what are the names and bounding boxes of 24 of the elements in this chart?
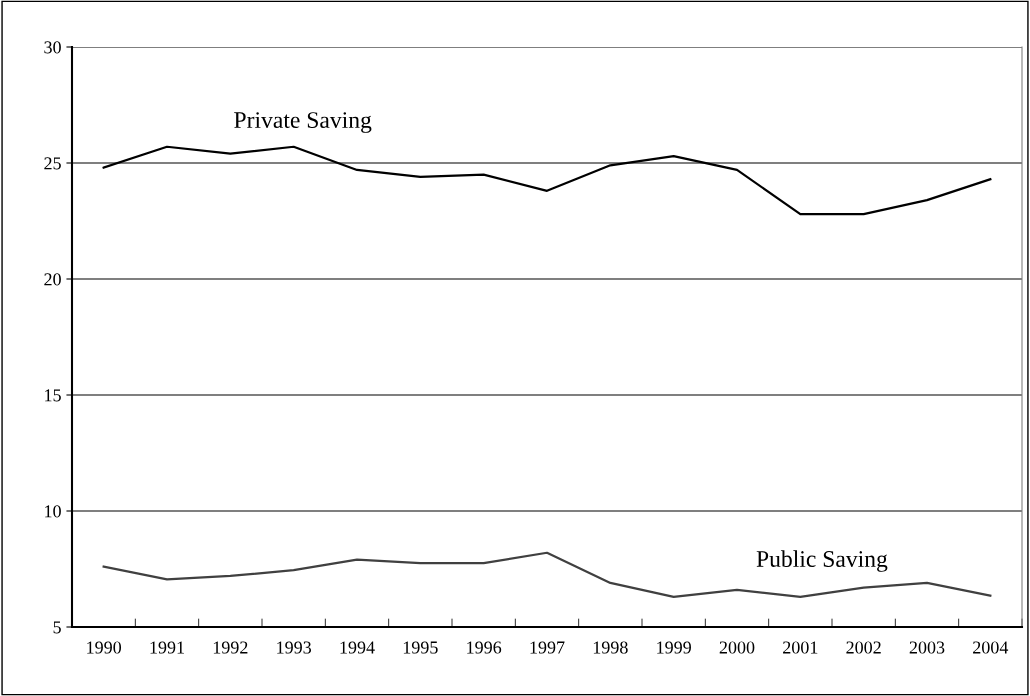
x-tick-label: 1997 — [530, 641, 565, 654]
series-label: Private Saving — [234, 112, 372, 133]
y-tick-label: 20 — [44, 273, 61, 286]
y-tick-label: 25 — [44, 157, 61, 170]
x-tick-label: 1994 — [340, 641, 375, 654]
x-tick-label: 2001 — [783, 641, 818, 654]
x-tick-label: 2004 — [973, 641, 1009, 654]
x-tick-label: 1998 — [593, 641, 628, 654]
x-tick-label: 1996 — [467, 641, 502, 654]
y-tick-label: 10 — [45, 505, 61, 518]
x-tick-label: 1992 — [213, 641, 248, 654]
y-tick-label: 15 — [45, 389, 61, 402]
x-tick-label: 1990 — [87, 641, 122, 654]
y-tick-label: 30 — [44, 41, 61, 54]
line-series — [102, 551, 992, 598]
x-tick-label: 2000 — [719, 641, 755, 654]
y-tick-label: 5 — [53, 621, 61, 634]
x-tick-label: 1995 — [403, 641, 438, 654]
x-tick-label: 2002 — [846, 641, 881, 654]
x-tick-label: 1993 — [277, 641, 312, 654]
x-tick-label: 2003 — [909, 641, 945, 654]
x-tick-label: 1999 — [657, 641, 691, 654]
series-label: Public Saving — [756, 550, 888, 572]
x-tick-label: 1991 — [150, 641, 184, 654]
